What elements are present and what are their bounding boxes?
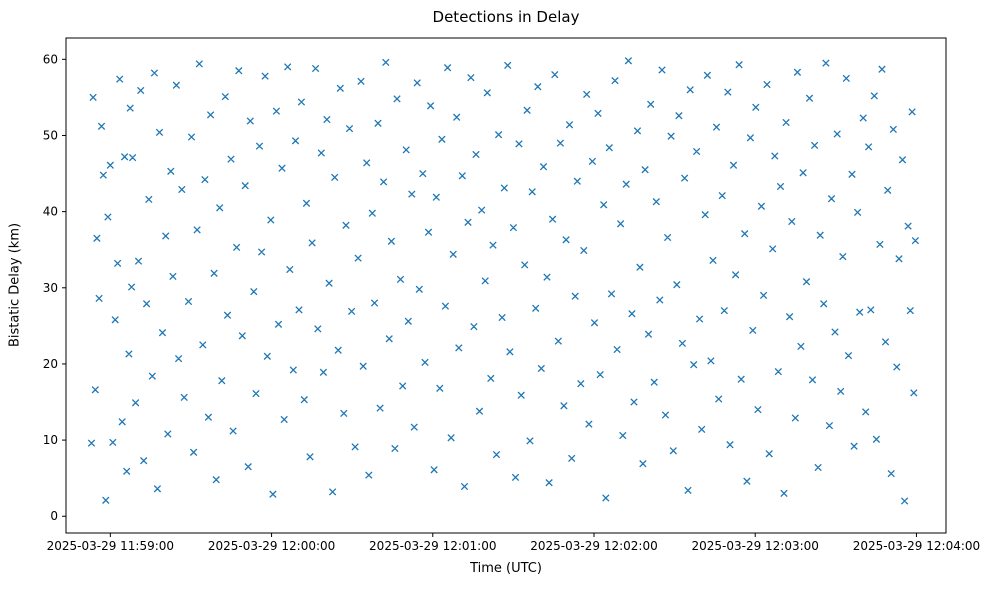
y-tick-label: 60 [43,52,58,66]
y-tick-label: 10 [43,433,58,447]
x-tick-label: 2025-03-29 11:59:00 [47,539,174,553]
chart-title: Detections in Delay [432,8,580,26]
y-tick-label: 20 [43,357,58,371]
plot-border [65,37,947,534]
y-tick-label: 0 [50,509,58,523]
x-tick-label: 2025-03-29 12:02:00 [530,539,657,553]
x-tick-label: 2025-03-29 12:01:00 [369,539,496,553]
y-tick-label: 30 [43,281,58,295]
x-tick-label: 2025-03-29 12:04:00 [853,539,980,553]
x-axis-label: Time (UTC) [470,561,542,576]
scatter-markers [87,57,920,505]
y-tick-label: 50 [43,128,58,142]
y-tick-label: 40 [43,205,58,219]
x-tick-label: 2025-03-29 12:00:00 [208,539,335,553]
x-tick-label: 2025-03-29 12:03:00 [691,539,818,553]
